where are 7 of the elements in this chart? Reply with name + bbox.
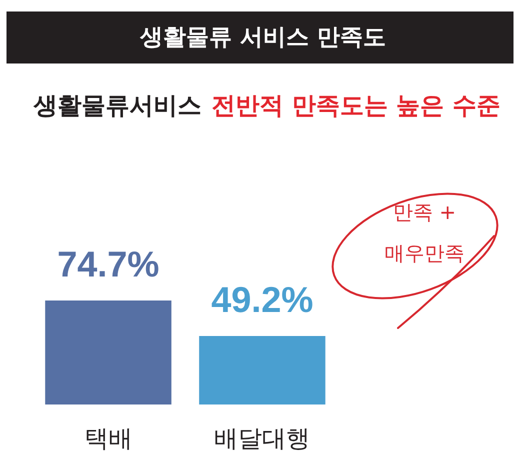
data-label: 74.7%	[57, 244, 160, 284]
data-label: 49.2%	[211, 279, 314, 320]
chart-title: 생활물류 서비스 만족도	[138, 24, 386, 50]
text: 만족 + 매우만족	[384, 200, 464, 265]
x-tick-label: 배달대행	[214, 424, 310, 452]
x-tick-label: 택배	[84, 424, 132, 452]
chart-subtitle: 생활물류서비스 전반적 만족도는 높은 수준	[32, 92, 501, 120]
